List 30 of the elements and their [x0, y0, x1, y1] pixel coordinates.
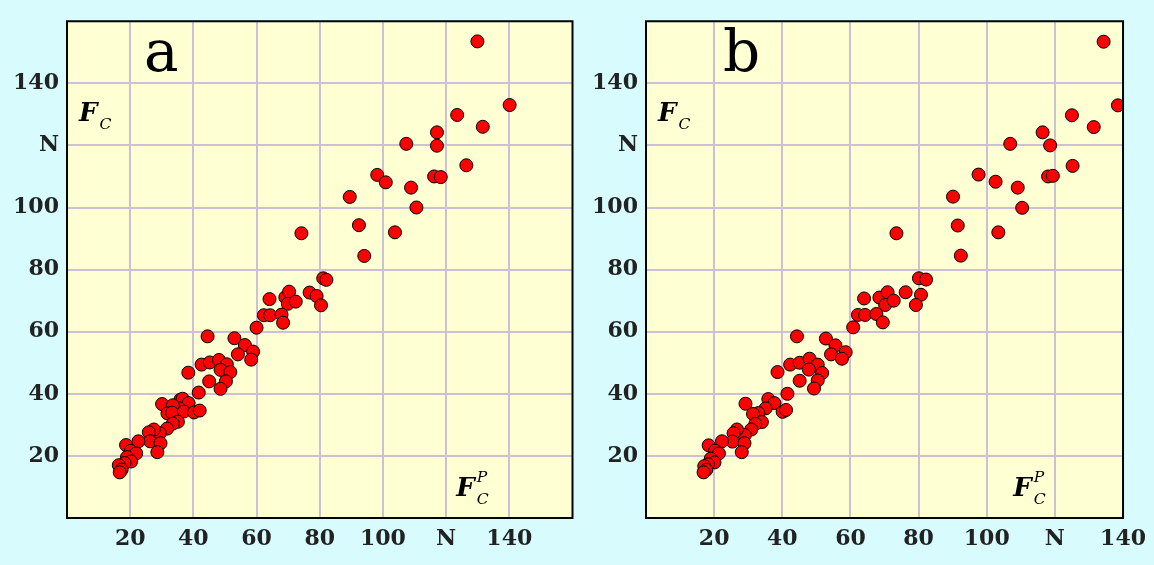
x-tick-label: 140 — [486, 523, 533, 550]
y-tick-label: 60 — [607, 316, 638, 343]
x-tick-label: 60 — [835, 523, 866, 550]
x-tick-label: 40 — [178, 523, 209, 550]
x-tick-label: N — [436, 523, 457, 550]
y-tick-label: 140 — [13, 68, 59, 95]
x-tick-label: 60 — [241, 523, 272, 550]
x-tick-label: 20 — [114, 523, 146, 550]
y-tick-label: 80 — [607, 254, 638, 281]
y-tick-label: 40 — [607, 378, 638, 405]
x-tick-label: 100 — [963, 523, 1010, 550]
y-tick-label: 80 — [28, 254, 59, 281]
y-tick-label: 100 — [13, 192, 59, 219]
chart-title: b — [723, 17, 761, 86]
x-tick-label: 100 — [359, 523, 406, 550]
y-tick-label: N — [38, 130, 59, 157]
x-tick-label: 20 — [698, 523, 730, 550]
y-tick-label: 100 — [592, 192, 638, 219]
y-tick-label: 20 — [28, 440, 59, 467]
x-tick-label: 140 — [1100, 523, 1147, 550]
chart-title: a — [144, 17, 179, 86]
y-tick-label: 140 — [592, 68, 638, 95]
y-tick-label: 20 — [607, 440, 638, 467]
y-tick-label: 60 — [28, 316, 59, 343]
x-tick-label: 40 — [766, 523, 798, 550]
x-tick-label: N — [1044, 523, 1065, 550]
x-tick-label: 80 — [304, 523, 336, 550]
x-tick-label: 80 — [903, 523, 934, 550]
y-tick-label: 40 — [28, 378, 59, 405]
y-tick-label: N — [617, 130, 638, 157]
